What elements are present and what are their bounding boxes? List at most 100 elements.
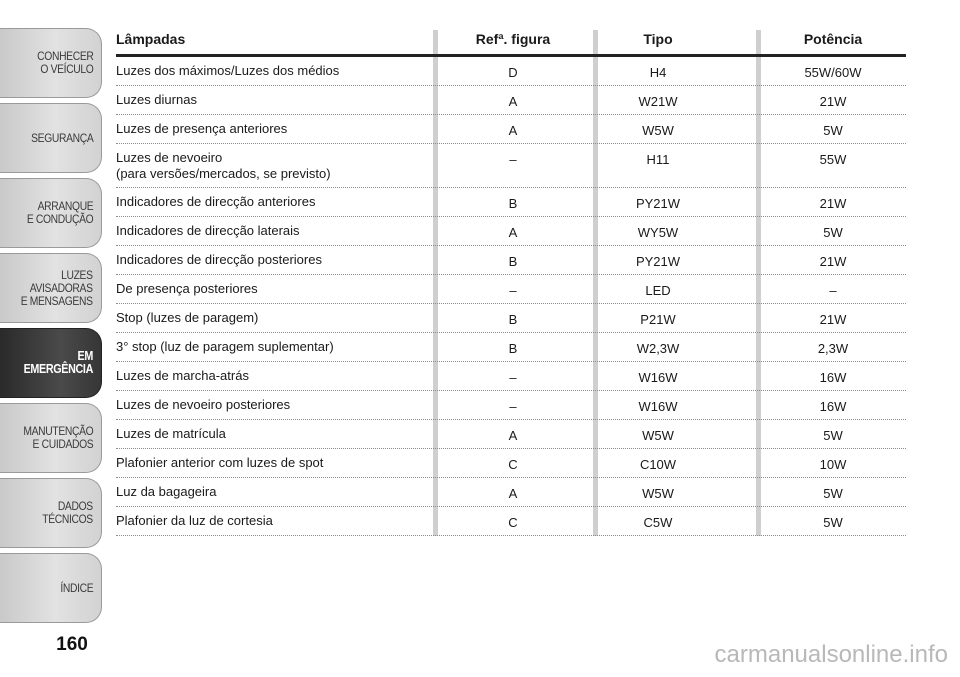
cell-lamp: Luzes diurnas bbox=[116, 92, 197, 107]
cell-type: WY5W bbox=[637, 225, 679, 240]
table-row: 3° stop (luz de paragem suplementar) B W2,… bbox=[116, 333, 906, 362]
cell-type: C10W bbox=[639, 457, 677, 472]
cell-power: 5W bbox=[823, 515, 843, 530]
cell-ref: A bbox=[508, 94, 518, 109]
watermark: carmanualsonline.info bbox=[714, 641, 948, 668]
header-power: Potência bbox=[803, 31, 863, 47]
cell-ref: A bbox=[508, 225, 518, 240]
tab-conhecer-o-veiculo[interactable]: CONHECER O VEÍCULO bbox=[0, 28, 102, 98]
tab-em-emergencia[interactable]: EM EMERGÊNCIA bbox=[0, 328, 102, 398]
column-separator bbox=[756, 30, 761, 536]
cell-type: C5W bbox=[643, 515, 673, 530]
tab-label: LUZES AVISADORAS E MENSAGENS bbox=[21, 267, 93, 308]
cell-ref: – bbox=[509, 152, 517, 167]
table-body: Luzes dos máximos/Luzes dos médios D H4 55W… bbox=[116, 57, 906, 536]
table-row: Plafonier anterior com luzes de spot C C10… bbox=[116, 449, 906, 478]
tab-luzes-avisadoras[interactable]: LUZES AVISADORAS E MENSAGENS bbox=[0, 253, 102, 323]
cell-power: 21W bbox=[819, 94, 847, 109]
cell-type: W2,3W bbox=[636, 341, 680, 356]
cell-type: W5W bbox=[642, 428, 674, 443]
cell-type: LED bbox=[645, 283, 671, 298]
cell-ref: D bbox=[508, 65, 518, 80]
cell-lamp: Luzes de marcha-atrás bbox=[116, 368, 249, 383]
cell-ref: A bbox=[508, 428, 518, 443]
cell-power: – bbox=[829, 283, 837, 298]
cell-lamp: Luzes de nevoeiro (para versões/mercados… bbox=[116, 150, 331, 181]
cell-power: 21W bbox=[819, 196, 847, 211]
cell-power: 2,3W bbox=[817, 341, 849, 356]
table-row: Luzes de nevoeiro posteriores – W16W 16W bbox=[116, 391, 906, 420]
column-separator bbox=[593, 30, 598, 536]
header-lamp: Lâmpadas bbox=[116, 31, 186, 47]
cell-type: W5W bbox=[642, 486, 674, 501]
cell-type: H4 bbox=[649, 65, 667, 80]
cell-lamp: Indicadores de direcção posteriores bbox=[116, 252, 322, 267]
cell-ref: – bbox=[509, 399, 517, 414]
tab-manutencao-e-cuidados[interactable]: MANUTENÇÃO E CUIDADOS bbox=[0, 403, 102, 473]
cell-ref: A bbox=[508, 123, 518, 138]
cell-power: 5W bbox=[823, 428, 843, 443]
cell-power: 5W bbox=[823, 123, 843, 138]
cell-power: 10W bbox=[819, 457, 847, 472]
cell-lamp: De presença posteriores bbox=[116, 281, 258, 296]
table-row: Luzes de marcha-atrás – W16W 16W bbox=[116, 362, 906, 391]
cell-ref: A bbox=[508, 486, 518, 501]
cell-lamp: Luzes de matrícula bbox=[116, 426, 226, 441]
tab-label: ÍNDICE bbox=[60, 580, 93, 595]
tab-label: CONHECER O VEÍCULO bbox=[36, 49, 94, 76]
tab-label: DADOS TÉCNICOS bbox=[42, 499, 93, 526]
table-row: Luzes de presença anteriores A W5W 5W bbox=[116, 115, 906, 144]
cell-power: 16W bbox=[819, 399, 847, 414]
cell-power: 16W bbox=[819, 370, 847, 385]
table-row: Stop (luzes de paragem) B P21W 21W bbox=[116, 304, 906, 333]
cell-lamp: Indicadores de direcção laterais bbox=[116, 223, 300, 238]
header-type: Tipo bbox=[643, 31, 673, 47]
cell-ref: B bbox=[508, 254, 518, 269]
table-row: Luzes de nevoeiro (para versões/mercados… bbox=[116, 144, 906, 188]
table-row: Luzes de matrícula A W5W 5W bbox=[116, 420, 906, 449]
tab-indice[interactable]: ÍNDICE bbox=[0, 553, 102, 623]
cell-type: W21W bbox=[638, 94, 678, 109]
table-row: Indicadores de direcção posteriores B PY21… bbox=[116, 246, 906, 275]
cell-ref: C bbox=[508, 457, 518, 472]
cell-ref: B bbox=[508, 312, 518, 327]
cell-power: 55W/60W bbox=[804, 65, 862, 80]
tab-arranque-e-conducao[interactable]: ARRANQUE E CONDUÇÃO bbox=[0, 178, 102, 248]
cell-lamp: Luzes dos máximos/Luzes dos médios bbox=[116, 63, 340, 78]
cell-lamp: 3° stop (luz de paragem suplementar) bbox=[116, 339, 334, 354]
cell-ref: – bbox=[509, 370, 517, 385]
cell-ref: – bbox=[509, 283, 517, 298]
cell-ref: B bbox=[508, 196, 518, 211]
cell-power: 21W bbox=[819, 254, 847, 269]
cell-type: PY21W bbox=[635, 196, 681, 211]
table-row: De presença posteriores – LED – bbox=[116, 275, 906, 304]
cell-type: W5W bbox=[642, 123, 674, 138]
tab-seguranca[interactable]: SEGURANÇA bbox=[0, 103, 102, 173]
cell-lamp: Plafonier da luz de cortesia bbox=[116, 513, 273, 528]
cell-lamp: Plafonier anterior com luzes de spot bbox=[116, 455, 324, 470]
cell-type: W16W bbox=[638, 370, 678, 385]
tab-label: SEGURANÇA bbox=[30, 130, 94, 145]
tab-dados-tecnicos[interactable]: DADOS TÉCNICOS bbox=[0, 478, 102, 548]
cell-lamp: Indicadores de direcção anteriores bbox=[116, 194, 316, 209]
cell-type: PY21W bbox=[635, 254, 681, 269]
cell-power: 21W bbox=[819, 312, 847, 327]
cell-lamp: Luzes de nevoeiro posteriores bbox=[116, 397, 291, 412]
header-ref: Refª. figura bbox=[475, 31, 551, 47]
cell-type: W16W bbox=[638, 399, 678, 414]
table-header: Lâmpadas Refª. figura Tipo Potência bbox=[116, 27, 906, 57]
cell-power: 55W bbox=[819, 152, 847, 167]
column-separator bbox=[433, 30, 438, 536]
table-row: Plafonier da luz de cortesia C C5W 5W bbox=[116, 507, 906, 536]
section-tabs: CONHECER O VEÍCULO SEGURANÇA ARRANQUE E … bbox=[0, 28, 104, 628]
cell-lamp: Luzes de presença anteriores bbox=[116, 121, 288, 136]
cell-type: P21W bbox=[640, 312, 676, 327]
table-row: Luzes dos máximos/Luzes dos médios D H4 55W… bbox=[116, 57, 906, 86]
table-row: Luz da bagageira A W5W 5W bbox=[116, 478, 906, 507]
tab-label: ARRANQUE E CONDUÇÃO bbox=[26, 199, 93, 226]
cell-lamp: Stop (luzes de paragem) bbox=[116, 310, 259, 325]
cell-ref: C bbox=[508, 515, 518, 530]
table-row: Indicadores de direcção laterais A WY5W 5W bbox=[116, 217, 906, 246]
tab-label: EM EMERGÊNCIA bbox=[23, 349, 94, 376]
table-row: Luzes diurnas A W21W 21W bbox=[116, 86, 906, 115]
